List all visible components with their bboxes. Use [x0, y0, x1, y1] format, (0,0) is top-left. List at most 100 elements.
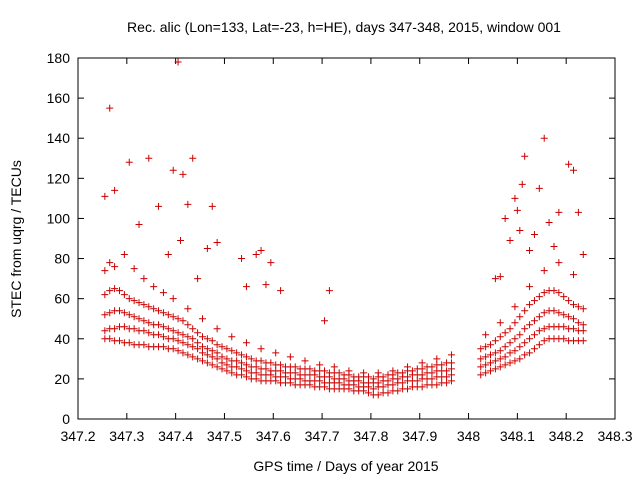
data-point — [223, 367, 231, 375]
data-point — [550, 243, 558, 251]
data-point — [521, 351, 529, 359]
data-point — [540, 325, 548, 333]
data-point — [291, 369, 299, 377]
data-point — [345, 367, 353, 375]
data-point — [189, 335, 197, 343]
data-point — [267, 359, 275, 367]
data-point — [106, 287, 114, 295]
x-tick-label: 347.2 — [60, 428, 95, 444]
data-point — [428, 369, 436, 377]
data-point — [198, 333, 206, 341]
data-point — [242, 339, 250, 347]
data-point — [111, 325, 119, 333]
data-point — [506, 325, 514, 333]
data-point — [208, 202, 216, 210]
data-point — [203, 345, 211, 353]
data-point — [189, 353, 197, 361]
data-point — [321, 317, 329, 325]
data-point — [306, 365, 314, 373]
data-point — [540, 289, 548, 297]
data-point — [120, 251, 128, 259]
data-point — [140, 275, 148, 283]
data-point — [106, 104, 114, 112]
data-point — [135, 299, 143, 307]
data-point — [565, 160, 573, 168]
x-tick-label: 347.3 — [109, 428, 144, 444]
data-point — [223, 345, 231, 353]
data-point — [501, 343, 509, 351]
data-point — [267, 259, 275, 267]
data-point — [252, 369, 260, 377]
data-point — [164, 325, 172, 333]
data-point — [179, 170, 187, 178]
data-point — [169, 345, 177, 353]
data-point — [408, 367, 416, 375]
data-point — [223, 361, 231, 369]
data-point — [335, 369, 343, 377]
data-point — [374, 379, 382, 387]
data-point — [247, 355, 255, 363]
data-point — [513, 206, 521, 214]
data-point — [218, 353, 226, 361]
data-point — [198, 357, 206, 365]
data-point — [443, 373, 451, 381]
data-point — [238, 351, 246, 359]
x-tick-label: 347.7 — [305, 428, 340, 444]
data-point — [530, 331, 538, 339]
data-point — [238, 359, 246, 367]
data-point — [526, 349, 534, 357]
data-point — [194, 329, 202, 337]
data-point — [384, 389, 392, 397]
y-tick-label: 80 — [54, 251, 70, 267]
data-point — [487, 367, 495, 375]
data-point — [174, 58, 182, 66]
data-point — [555, 259, 563, 267]
data-point — [115, 307, 123, 315]
y-tick-label: 20 — [54, 371, 70, 387]
data-point — [135, 220, 143, 228]
data-point — [155, 307, 163, 315]
data-point — [555, 208, 563, 216]
data-point — [238, 365, 246, 373]
data-point — [208, 337, 216, 345]
data-point — [526, 321, 534, 329]
data-point — [198, 343, 206, 351]
data-point — [487, 359, 495, 367]
data-point — [277, 287, 285, 295]
chart-title: Rec. alic (Lon=133, Lat=-23, h=HE), days… — [127, 19, 561, 35]
data-point — [574, 319, 582, 327]
data-point — [535, 293, 543, 301]
data-point — [501, 214, 509, 222]
data-point — [389, 367, 397, 375]
data-point — [174, 329, 182, 337]
y-axis: 0 20 40 60 80 100 120 140 160 180 — [47, 50, 615, 427]
data-point — [189, 154, 197, 162]
data-point — [140, 301, 148, 309]
data-point — [443, 367, 451, 375]
data-point — [447, 371, 455, 379]
data-point — [145, 319, 153, 327]
data-point — [179, 349, 187, 357]
data-point — [516, 355, 524, 363]
data-point — [438, 361, 446, 369]
data-point — [223, 355, 231, 363]
data-point — [565, 313, 573, 321]
data-point — [174, 315, 182, 323]
data-point — [516, 343, 524, 351]
data-point — [369, 375, 377, 383]
data-point — [174, 347, 182, 355]
data-point — [443, 379, 451, 387]
data-point — [516, 313, 524, 321]
data-point — [169, 313, 177, 321]
data-point — [101, 291, 109, 299]
data-point — [262, 365, 270, 373]
data-point — [194, 345, 202, 353]
data-point — [257, 357, 265, 365]
data-point — [277, 361, 285, 369]
y-tick-label: 100 — [47, 210, 71, 226]
data-point — [574, 303, 582, 311]
data-point — [272, 349, 280, 357]
data-point — [369, 385, 377, 393]
data-point — [101, 327, 109, 335]
data-point — [447, 377, 455, 385]
